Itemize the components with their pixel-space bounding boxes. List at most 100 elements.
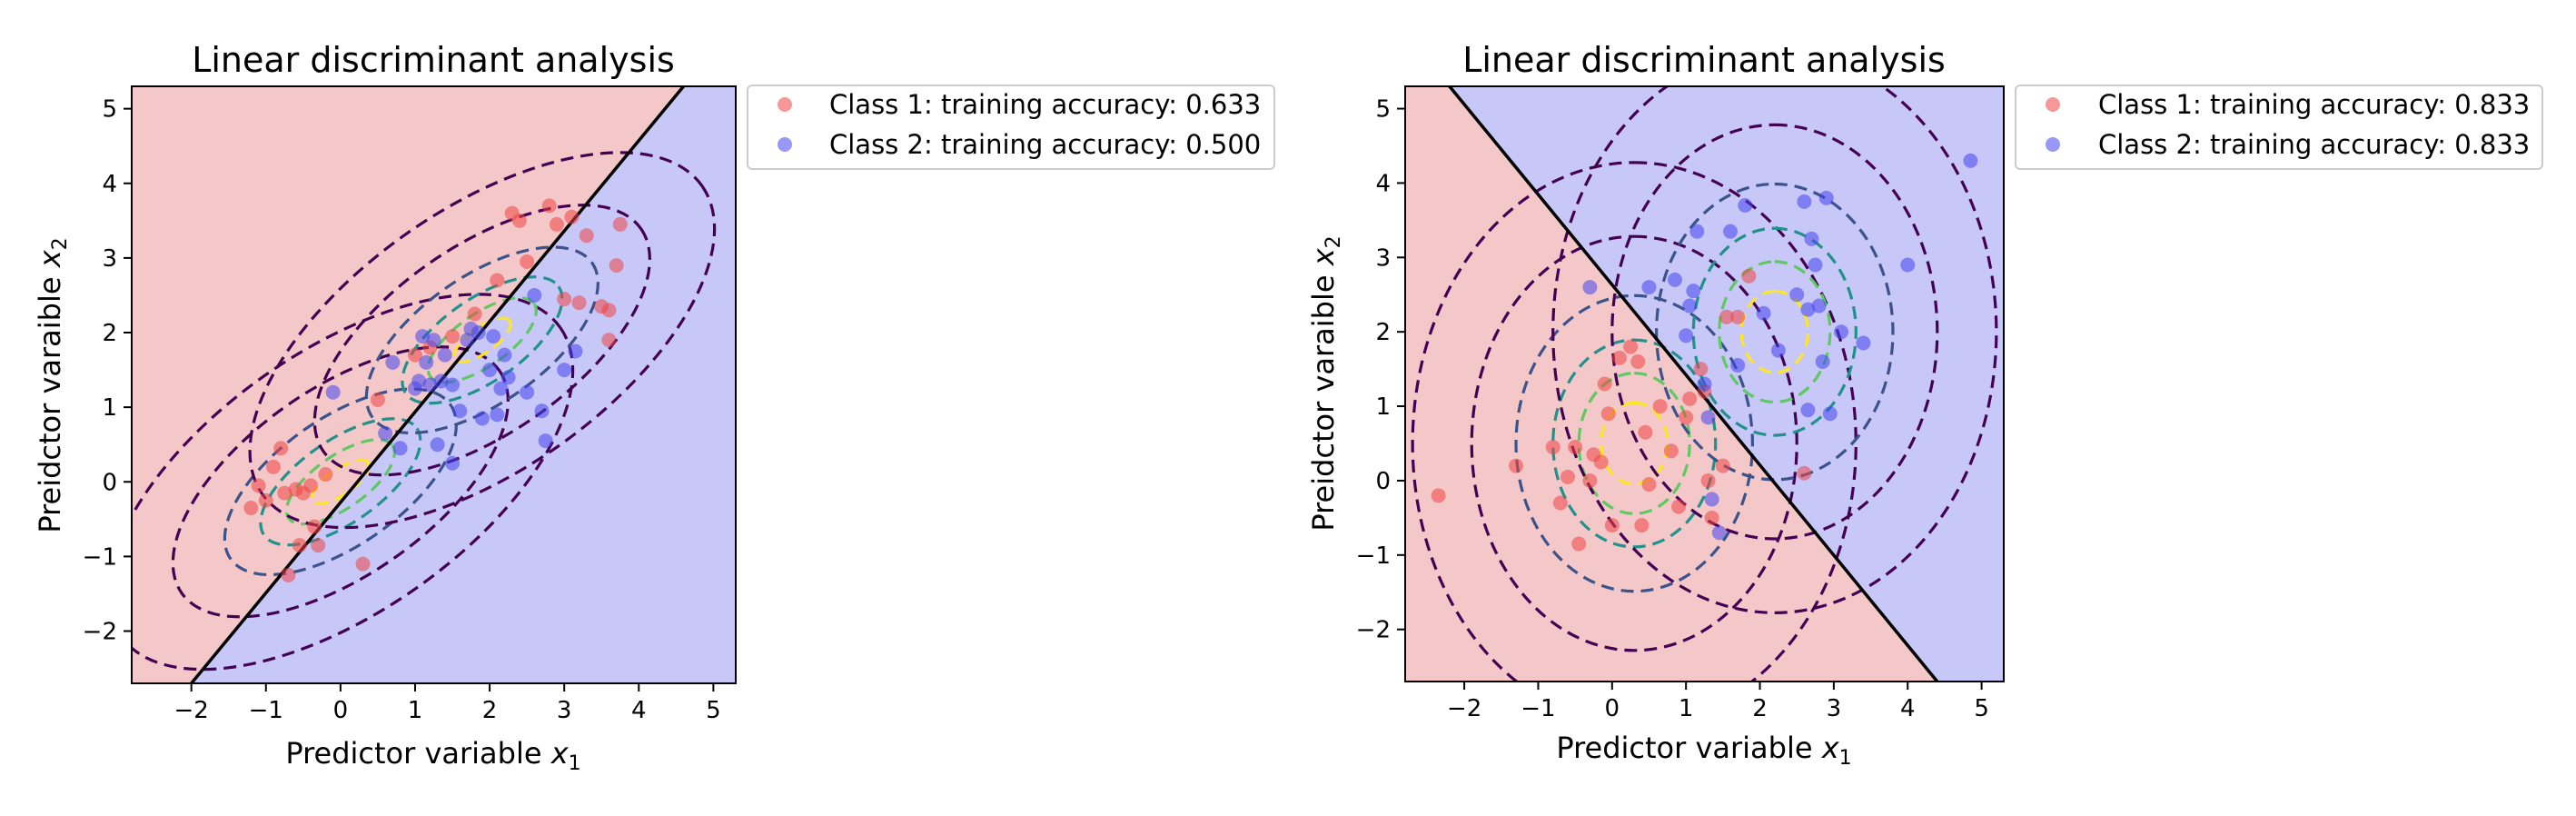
point-class-1 — [273, 441, 289, 456]
point-class-2 — [1679, 328, 1694, 343]
contour-ring — [364, 245, 599, 435]
point-class-2 — [411, 373, 427, 389]
point-class-1 — [609, 258, 624, 274]
point-class-2 — [1722, 224, 1738, 239]
legend-label-class-1: Class 1: training accuracy: 0.833 — [2098, 89, 2530, 120]
point-class-1 — [467, 306, 482, 322]
y-axis-label-1: Preidctor varaible x2 — [33, 237, 72, 532]
point-class-1 — [1638, 424, 1653, 440]
point-class-2 — [500, 370, 516, 385]
contour-ring — [171, 345, 510, 619]
point-class-1 — [251, 478, 266, 493]
plot-area-2 — [1404, 85, 2005, 682]
contour-ring — [310, 458, 371, 505]
contour-ring — [259, 417, 422, 547]
legend-box — [747, 85, 1275, 170]
legend-marker-class-1 — [778, 97, 792, 112]
point-class-2 — [538, 433, 553, 449]
point-class-2 — [460, 333, 475, 348]
point-class-2 — [486, 329, 501, 344]
point-class-1 — [311, 538, 326, 553]
plot-clip-group — [1405, 86, 2004, 682]
legend-marker-class-2 — [2046, 137, 2060, 152]
x-tick-label: −2 — [174, 697, 209, 724]
point-class-2 — [1582, 280, 1598, 295]
point-class-2 — [474, 411, 490, 426]
point-class-2 — [1711, 525, 1727, 541]
contour-ring — [1551, 86, 1998, 614]
point-class-2 — [527, 287, 542, 303]
point-class-2 — [1822, 406, 1838, 422]
y-tick-label: 3 — [102, 245, 117, 273]
x-axis-label-1: Predictor variable x1 — [285, 736, 580, 775]
point-class-2 — [415, 329, 431, 344]
x-ticks-2: −2 −1 0 1 2 3 4 5 — [1447, 682, 1989, 722]
point-class-1 — [1641, 477, 1657, 493]
y-tick-label: 4 — [102, 171, 117, 198]
point-class-2 — [422, 377, 438, 393]
contour-ring — [1577, 372, 1691, 515]
point-class-1 — [1431, 488, 1446, 503]
y-tick-label: 4 — [1375, 170, 1391, 197]
contour-ring — [223, 387, 458, 577]
point-class-2 — [445, 377, 461, 393]
point-class-1 — [520, 254, 535, 269]
point-class-1 — [1719, 309, 1734, 324]
point-class-2 — [1667, 272, 1682, 287]
point-class-1 — [541, 198, 557, 214]
region-class-1 — [1405, 86, 1937, 682]
contour-ring — [1610, 123, 1939, 541]
x-tick-label: −1 — [1521, 695, 1555, 722]
y-ticks-1: −2 −1 0 1 2 3 4 5 — [83, 96, 132, 646]
contour-ring — [1739, 289, 1810, 374]
point-class-1 — [1704, 510, 1719, 525]
chart-panel-2: Linear discriminant analysis −2 −1 0 1 2 3 4 5 … — [1306, 40, 2543, 770]
point-class-2 — [445, 455, 461, 471]
contour-ring — [284, 438, 396, 526]
legend-marker-class-1 — [2046, 97, 2060, 112]
legend-label-class-2: Class 2: training accuracy: 0.500 — [829, 129, 1261, 160]
point-class-2 — [1808, 257, 1823, 273]
point-class-2 — [1700, 410, 1716, 425]
contour-ring — [1411, 161, 1858, 682]
point-class-1 — [1560, 469, 1575, 484]
legend-marker-class-2 — [778, 137, 792, 152]
y-tick-label: 5 — [102, 96, 117, 124]
chart-panel-1: Linear discriminant analysis −2 −1 0 1 2 3 4 5 … — [33, 40, 1275, 775]
point-class-1 — [1611, 350, 1627, 365]
point-class-1 — [1700, 473, 1716, 488]
point-class-2 — [1682, 298, 1698, 313]
plot-clip-group — [132, 86, 736, 683]
contour-ring — [1551, 338, 1718, 549]
point-class-1 — [579, 228, 594, 244]
legend-label-class-2: Class 2: training accuracy: 0.833 — [2098, 129, 2530, 160]
chart-title-2: Linear discriminant analysis — [1462, 40, 1946, 80]
x-ticks-1: −2 −1 0 1 2 3 4 5 — [174, 683, 721, 724]
point-class-2 — [1804, 231, 1819, 246]
x-tick-label: 3 — [557, 697, 572, 724]
x-tick-label: 4 — [631, 697, 647, 724]
point-class-1 — [370, 392, 385, 407]
contour-ring — [132, 293, 575, 672]
point-class-1 — [1545, 440, 1560, 455]
x-tick-label: 1 — [1679, 695, 1694, 722]
y-tick-label: 5 — [1375, 96, 1391, 124]
point-class-1 — [1593, 454, 1609, 470]
point-class-2 — [1704, 492, 1719, 507]
point-class-1 — [303, 478, 319, 493]
point-class-1 — [318, 467, 333, 483]
point-class-1 — [1600, 406, 1616, 422]
y-tick-label: −1 — [83, 543, 117, 571]
point-class-2 — [1797, 194, 1812, 209]
point-class-2 — [534, 403, 550, 419]
point-class-1 — [1682, 391, 1698, 406]
point-class-2 — [568, 343, 583, 359]
point-class-1 — [1630, 353, 1646, 369]
point-class-1 — [1509, 458, 1524, 473]
point-class-2 — [1641, 280, 1657, 295]
point-class-2 — [419, 354, 434, 370]
point-class-2 — [1738, 198, 1753, 213]
contour-ring — [312, 204, 651, 477]
point-class-2 — [471, 325, 486, 341]
